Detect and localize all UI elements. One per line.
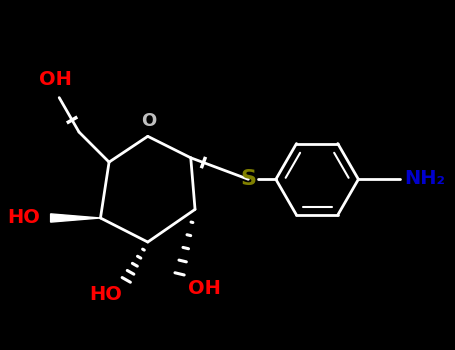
Text: S: S [240,169,256,189]
Text: NH₂: NH₂ [404,169,445,188]
Polygon shape [51,214,101,222]
Text: OH: OH [39,70,72,89]
Text: HO: HO [89,285,122,304]
Text: HO: HO [7,209,40,228]
Text: O: O [141,112,156,130]
Text: OH: OH [188,279,221,298]
